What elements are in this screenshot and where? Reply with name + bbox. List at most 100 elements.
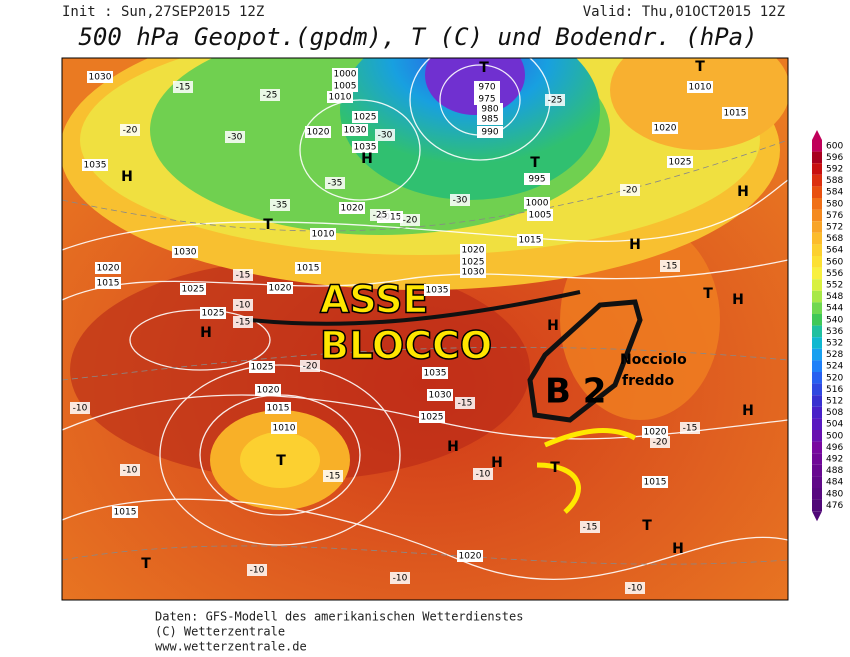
annotation: ASSE [320, 278, 428, 322]
label-box [455, 397, 475, 409]
pressure-label: 1035 [84, 161, 107, 171]
label-box [460, 256, 486, 268]
pressure-center: T [479, 60, 489, 76]
label-box [120, 464, 140, 476]
pressure-label: 975 [478, 95, 495, 105]
colorbar-swatch [812, 314, 822, 326]
label-box [225, 131, 245, 143]
temperature-label: -20 [653, 438, 668, 448]
pressure-label: 1010 [329, 93, 352, 103]
temperature-label: -15 [176, 83, 191, 93]
colorbar-swatch [812, 499, 822, 512]
label-box [325, 177, 345, 189]
pressure-label: 985 [481, 115, 498, 125]
pressure-center: H [737, 184, 749, 200]
colorbar-swatch [812, 302, 822, 314]
colorbar-cap [812, 511, 822, 522]
colorbar-label: 596 [826, 153, 843, 163]
label-box [255, 384, 281, 396]
pressure-label: 1015 [114, 508, 137, 518]
label-box [270, 199, 290, 211]
pressure-label: 1010 [312, 230, 335, 240]
colorbar-cap [812, 130, 822, 140]
colorbar-label: 572 [826, 223, 843, 233]
label-box [477, 103, 503, 115]
label-box [370, 209, 390, 221]
colorbar-swatch [812, 348, 822, 361]
temperature-label: -10 [393, 574, 408, 584]
label-box [233, 299, 253, 311]
temperature-label: -10 [628, 584, 643, 594]
label-box [352, 141, 378, 153]
pressure-center: H [742, 403, 754, 419]
label-box [173, 81, 193, 93]
colorbar-label: 504 [826, 420, 843, 430]
label-box [460, 266, 486, 278]
label-box [265, 402, 291, 414]
label-box [667, 156, 693, 168]
temperature-label: -15 [663, 262, 678, 272]
temperature-label: -20 [303, 362, 318, 372]
pressure-label: 1015 [267, 404, 290, 414]
colorbar-label: 520 [826, 373, 843, 383]
temperature-label: -15 [683, 424, 698, 434]
footer-line: www.wetterzentrale.de [155, 640, 307, 654]
pressure-label: 1020 [341, 204, 364, 214]
temperature-label: -10 [250, 566, 265, 576]
pressure-label: 1025 [251, 363, 274, 373]
colorbar-swatch [812, 418, 822, 430]
temperature-label: -35 [328, 179, 343, 189]
pressure-label: 1015 [97, 279, 120, 289]
label-box [474, 81, 500, 93]
colorbar-label: 532 [826, 339, 843, 349]
pressure-label: 1015 [519, 236, 542, 246]
pressure-label: 970 [478, 83, 495, 93]
colorbar-label: 492 [826, 455, 843, 465]
colorbar-label: 488 [826, 466, 843, 476]
colorbar-label: 568 [826, 234, 843, 244]
label-box [200, 307, 226, 319]
label-box [95, 277, 121, 289]
pressure-center: H [200, 325, 212, 341]
label-box [233, 316, 253, 328]
pressure-label: 1000 [334, 70, 357, 80]
colorbar-label: 508 [826, 408, 843, 418]
colorbar-swatch [812, 290, 822, 303]
pressure-center: H [121, 169, 133, 185]
label-box [70, 402, 90, 414]
label-box [400, 214, 420, 226]
colorbar-swatch [812, 383, 822, 396]
label-box [271, 422, 297, 434]
colorbar-label: 600 [826, 141, 843, 151]
colorbar-swatch [812, 325, 822, 338]
pressure-center: T [642, 518, 652, 534]
label-box [422, 367, 448, 379]
annotation: B 2 [545, 372, 606, 412]
temperature-label: -30 [378, 131, 393, 141]
pressure-label: 1025 [202, 309, 225, 319]
pressure-center: T [550, 460, 560, 476]
label-box [722, 107, 748, 119]
pressure-center: H [629, 237, 641, 253]
footer-line: (C) Wetterzentrale [155, 625, 285, 639]
pressure-label: 990 [481, 128, 498, 138]
label-box [375, 129, 395, 141]
pressure-label: 995 [528, 175, 545, 185]
label-box [642, 426, 668, 438]
colorbar-label: 588 [826, 176, 843, 186]
pressure-label: 1035 [424, 369, 447, 379]
pressure-label: 1010 [273, 424, 296, 434]
temperature-label: -25 [548, 96, 563, 106]
temperature-label: -20 [623, 186, 638, 196]
colorbar-swatch [812, 430, 822, 442]
pressure-label: 1020 [654, 124, 677, 134]
pressure-center: T [263, 217, 273, 233]
colorbar-label: 528 [826, 350, 843, 360]
pressure-center: H [672, 541, 684, 557]
label-box [424, 284, 450, 296]
pressure-label: 1030 [89, 73, 112, 83]
colorbar-swatch [812, 337, 822, 349]
colorbar-label: 584 [826, 188, 843, 198]
pressure-label: 980 [481, 105, 498, 115]
